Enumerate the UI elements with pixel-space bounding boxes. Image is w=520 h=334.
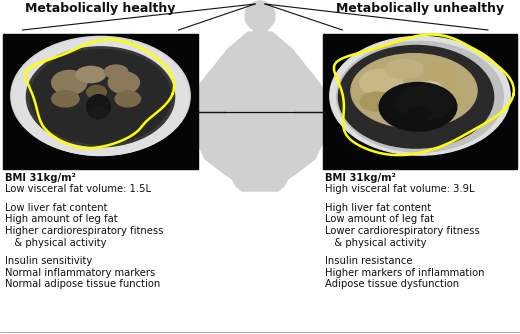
Text: High amount of leg fat: High amount of leg fat [5,214,118,224]
Ellipse shape [418,81,441,95]
Polygon shape [306,74,335,139]
Text: Lower cardiorespiratory fitness: Lower cardiorespiratory fitness [325,226,480,236]
Text: Metabolically unhealthy: Metabolically unhealthy [336,2,504,15]
Ellipse shape [424,61,455,77]
Ellipse shape [87,85,107,99]
Text: Metabolically healthy: Metabolically healthy [25,2,176,15]
Ellipse shape [87,95,110,119]
Text: Low liver fat content: Low liver fat content [5,203,108,213]
Text: Higher markers of inflammation: Higher markers of inflammation [325,268,485,278]
Text: High visceral fat volume: 3.9L: High visceral fat volume: 3.9L [325,184,475,194]
Ellipse shape [52,70,87,95]
Text: Normal inflammatory markers: Normal inflammatory markers [5,268,155,278]
Bar [253,16,267,34]
Ellipse shape [30,49,171,144]
Circle shape [245,1,275,31]
Polygon shape [88,107,109,119]
Ellipse shape [385,60,424,78]
Polygon shape [405,107,432,123]
Bar [3,34,198,169]
Text: Normal adipose tissue function: Normal adipose tissue function [5,279,160,289]
Bar [323,34,517,169]
Ellipse shape [11,36,190,155]
Text: Low amount of leg fat: Low amount of leg fat [325,214,434,224]
Ellipse shape [396,86,454,120]
Text: Insulin sensitivity: Insulin sensitivity [5,256,92,266]
Text: & physical activity: & physical activity [325,237,426,247]
Ellipse shape [432,90,466,108]
Text: Insulin resistance: Insulin resistance [325,256,412,266]
Ellipse shape [13,38,188,156]
Ellipse shape [27,47,175,147]
Text: Low visceral fat volume: 1.5L: Low visceral fat volume: 1.5L [5,184,151,194]
Polygon shape [195,32,325,191]
Text: Adipose tissue dysfunction: Adipose tissue dysfunction [325,279,459,289]
Ellipse shape [330,36,510,155]
Polygon shape [185,74,214,139]
Ellipse shape [376,94,425,118]
Ellipse shape [379,82,457,131]
Ellipse shape [360,92,395,111]
Ellipse shape [351,54,477,128]
Ellipse shape [108,72,139,94]
Ellipse shape [52,91,79,107]
Ellipse shape [76,66,106,82]
Ellipse shape [105,65,128,78]
Text: & physical activity: & physical activity [5,237,107,247]
Ellipse shape [420,73,459,98]
Text: BMI 31kg/m²: BMI 31kg/m² [5,173,76,183]
Ellipse shape [339,45,493,148]
Ellipse shape [115,91,140,107]
Text: High liver fat content: High liver fat content [325,203,431,213]
Text: Higher cardiorespiratory fitness: Higher cardiorespiratory fitness [5,226,163,236]
Ellipse shape [336,41,503,152]
Text: BMI 31kg/m²: BMI 31kg/m² [325,173,396,183]
Ellipse shape [15,43,186,155]
Ellipse shape [360,69,402,96]
